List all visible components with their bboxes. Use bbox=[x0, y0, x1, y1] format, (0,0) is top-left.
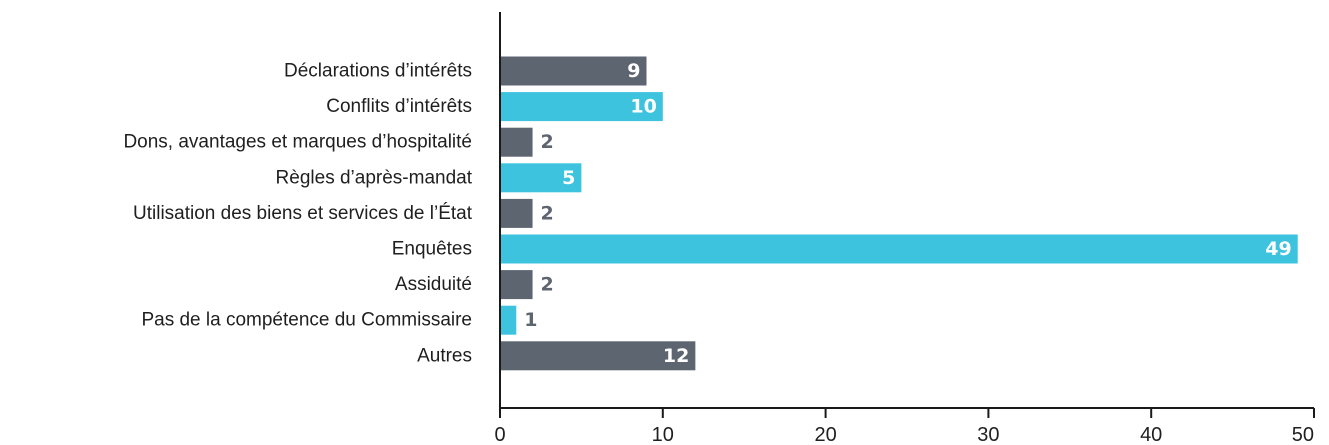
category-label: Utilisation des biens et services de l’É… bbox=[133, 203, 473, 224]
x-tick-label: 50 bbox=[1292, 424, 1314, 445]
value-label: 10 bbox=[630, 96, 656, 118]
value-label: 5 bbox=[562, 167, 575, 189]
category-label: Règles d’après-mandat bbox=[276, 167, 473, 188]
x-tick-label: 40 bbox=[1140, 424, 1162, 445]
value-label: 9 bbox=[627, 60, 640, 82]
category-label: Conflits d’intérêts bbox=[326, 96, 472, 117]
bar bbox=[501, 198, 533, 228]
bar bbox=[501, 163, 582, 193]
value-label: 2 bbox=[541, 202, 554, 224]
bar bbox=[501, 305, 517, 335]
category-label: Autres bbox=[417, 345, 472, 366]
bars-group bbox=[501, 56, 1298, 371]
value-label: 2 bbox=[541, 131, 554, 153]
category-label: Enquêtes bbox=[392, 239, 472, 260]
category-label: Déclarations d’intérêts bbox=[284, 61, 472, 82]
category-label: Assiduité bbox=[395, 274, 472, 295]
value-label: 12 bbox=[663, 345, 689, 367]
category-label: Dons, avantages et marques d’hospitalité bbox=[123, 132, 472, 153]
x-tick-label: 20 bbox=[814, 424, 836, 445]
x-tick-label: 0 bbox=[494, 424, 505, 445]
value-label: 2 bbox=[541, 274, 554, 296]
value-label: 49 bbox=[1265, 238, 1291, 260]
x-axis-ticks-group: 0 10 20 30 40 50 bbox=[494, 408, 1315, 445]
value-label: 1 bbox=[524, 309, 537, 331]
bar bbox=[501, 270, 533, 300]
bar bbox=[501, 341, 696, 371]
bar bbox=[501, 234, 1298, 264]
category-labels-group: Déclarations d’intérêts Conflits d’intérê… bbox=[123, 61, 472, 367]
bar bbox=[501, 56, 647, 86]
category-label: Pas de la compétence du Commissaire bbox=[141, 310, 472, 331]
bar bbox=[501, 127, 533, 157]
x-tick-label: 30 bbox=[977, 424, 999, 445]
x-tick-label: 10 bbox=[652, 424, 674, 445]
bar bbox=[501, 92, 663, 122]
